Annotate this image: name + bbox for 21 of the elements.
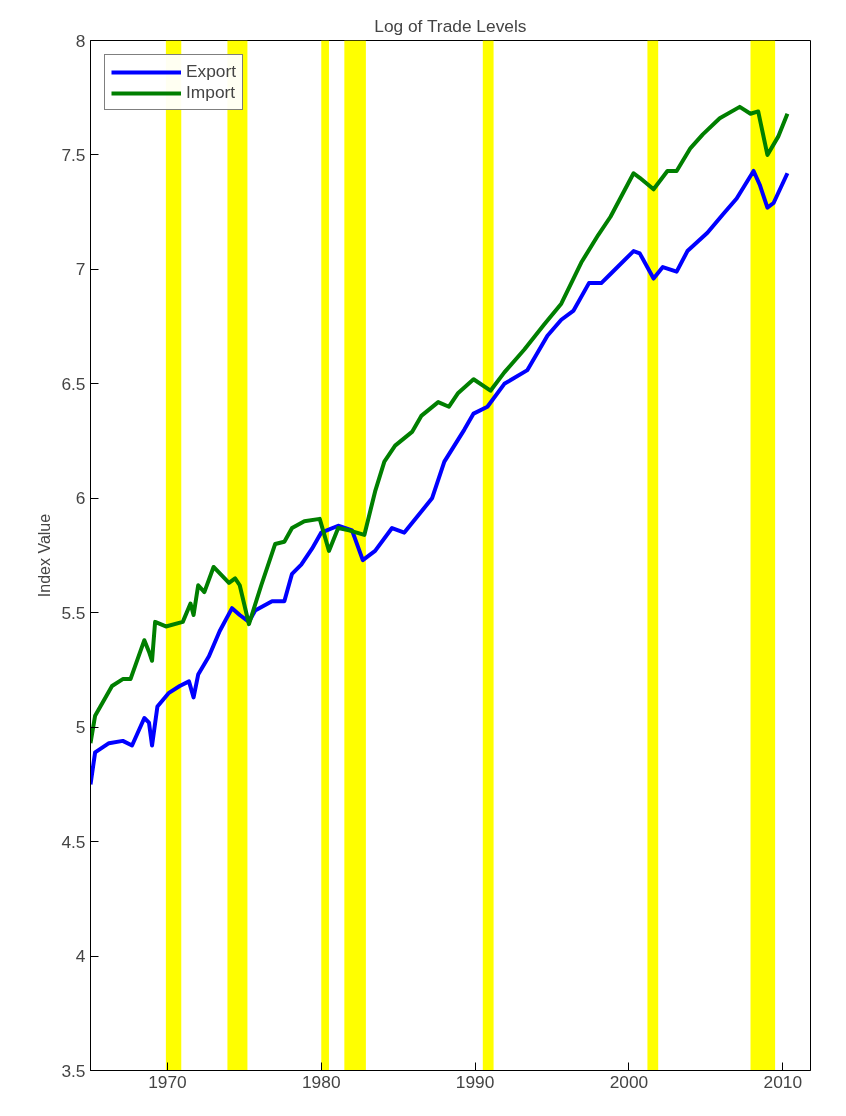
y-tick-label: 7: [75, 259, 86, 280]
y-tick-label: 6: [75, 488, 86, 509]
y-tick-label: 5.5: [61, 602, 86, 623]
x-tick-label: 1980: [302, 1071, 341, 1092]
x-tick-label: 2000: [609, 1071, 649, 1092]
y-tick-label: 7.5: [61, 144, 86, 165]
y-axis-title: Index Value: [36, 513, 54, 598]
x-tick-label: 1990: [455, 1071, 495, 1092]
chart-title: Log of Trade Levels: [374, 15, 527, 36]
y-tick-label: 5: [75, 717, 86, 738]
y-tick-label: 4.5: [61, 831, 86, 852]
x-tick-label: 1970: [148, 1071, 187, 1092]
line-series: [90, 104, 790, 746]
legend-label: Import: [186, 82, 236, 103]
legend-label: Export: [186, 61, 237, 82]
y-tick-label: 3.5: [61, 1060, 86, 1081]
line-series: [90, 168, 790, 787]
y-tick-label: 6.5: [61, 373, 86, 394]
y-tick-label: 4: [75, 946, 86, 967]
y-tick-label: 8: [75, 30, 86, 51]
x-tick-label: 2010: [763, 1071, 803, 1092]
